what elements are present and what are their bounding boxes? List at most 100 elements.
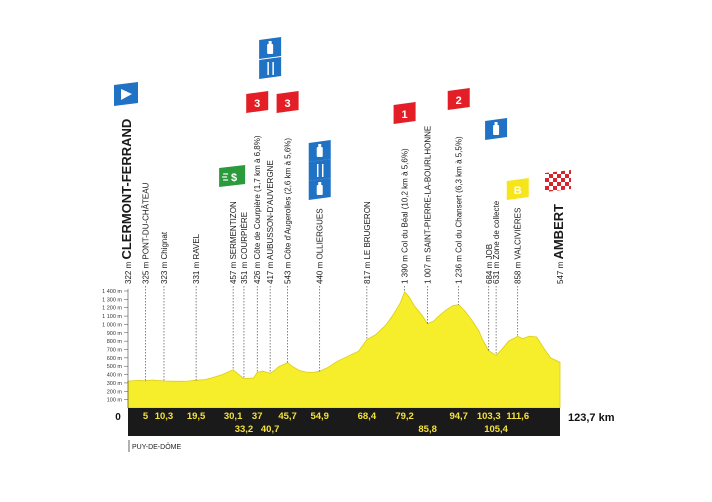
y-tick-label: 700 m — [107, 348, 123, 354]
ground-strip — [128, 408, 560, 436]
badge-text: 3 — [254, 98, 260, 110]
y-tick-label: 100 m — [107, 398, 123, 404]
point-label: 426 m Côte de Courpière (1,7 km à 6,8%) — [253, 135, 262, 284]
point-label: 417 m AUBUSSON-D'AUVERGNE — [266, 160, 275, 284]
climb-category-badge — [393, 102, 416, 124]
climb-category-badge — [276, 91, 299, 113]
bottle-body — [493, 125, 500, 135]
km-label: 103,3 — [477, 411, 501, 422]
point-label: 322 m CLERMONT-FERRAND — [119, 119, 134, 284]
point-altitude: 325 m — [141, 260, 150, 284]
point-name: JOB — [485, 244, 494, 260]
badge-text: B — [514, 185, 522, 197]
bottle-body — [316, 147, 323, 157]
point-name: RAVEL — [192, 233, 201, 259]
play-arrow-icon — [121, 89, 132, 100]
km-label: 33,2 — [235, 424, 254, 435]
badge-text: 2 — [456, 95, 462, 107]
km-label: 68,4 — [358, 411, 377, 422]
y-tick-label: 400 m — [107, 373, 123, 379]
badge-text: 3 — [285, 98, 291, 110]
y-tick-label: 1 100 m — [102, 314, 122, 320]
point-label: 331 m RAVEL — [192, 233, 201, 284]
point-label: 1 236 m Col du Chansert (6,3 km à 5,5%) — [455, 136, 464, 284]
y-tick-label: 300 m — [107, 381, 123, 387]
point-label: 323 m Chignat — [160, 231, 169, 284]
point-label: 858 m VALCIVIÈRES — [514, 208, 523, 284]
km-label: 40,7 — [261, 424, 280, 435]
point-altitude: 457 m — [229, 260, 238, 284]
point-name: Col du Chansert (6,3 km à 5,5%) — [455, 136, 464, 253]
y-tick-label: 600 m — [107, 356, 123, 362]
y-tick-label: 1 000 m — [102, 322, 122, 328]
point-altitude: 417 m — [266, 260, 275, 284]
km-label: 94,7 — [449, 411, 468, 422]
point-altitude: 426 m — [253, 260, 262, 284]
point-name: Zone de collecte — [492, 200, 501, 259]
point-name: CLERMONT-FERRAND — [119, 119, 134, 260]
point-label: 1 390 m Col du Béal (10,2 km à 5,6%) — [401, 148, 410, 284]
y-tick-label: 800 m — [107, 339, 123, 345]
point-label: 325 m PONT-DU-CHÂTEAU — [141, 182, 150, 284]
point-altitude: 543 m — [284, 260, 293, 284]
bottle-cap — [318, 144, 322, 147]
point-altitude: 323 m — [160, 260, 169, 284]
y-tick-label: 900 m — [107, 331, 123, 337]
bottle-cap — [494, 122, 498, 125]
point-altitude: 817 m — [363, 260, 372, 284]
badge-text: $ — [231, 172, 237, 184]
y-tick-label: 1 300 m — [102, 297, 122, 303]
climb-category-badge — [246, 91, 269, 113]
point-name: SAINT-PIERRE-LA-BOURLHONNE — [424, 126, 433, 253]
point-name: Col du Béal (10,2 km à 5,6%) — [401, 148, 410, 253]
km-label: 5 — [143, 411, 149, 422]
point-altitude: 547 m — [556, 260, 565, 284]
point-altitude: 631 m — [492, 260, 501, 284]
point-name: COURPIÈRE — [240, 212, 249, 260]
km-label: 30,1 — [224, 411, 243, 422]
y-tick-label: 1 400 m — [102, 289, 122, 295]
km-label: 111,6 — [506, 411, 529, 422]
point-altitude: 858 m — [514, 260, 523, 284]
point-altitude: 684 m — [485, 260, 494, 284]
finish-flag-icon — [545, 170, 571, 192]
total-distance-label: 123,7 km — [568, 412, 615, 424]
point-altitude: 331 m — [192, 260, 201, 284]
y-tick-label: 1 200 m — [102, 306, 122, 312]
point-name: LE BRUGERON — [363, 201, 372, 259]
feed-zone-icon — [259, 57, 282, 79]
km-label: 45,7 — [278, 411, 297, 422]
badge-text: 1 — [402, 109, 408, 121]
km-label: 19,5 — [187, 411, 206, 422]
sprint-badge — [219, 165, 246, 187]
bottle-body — [316, 185, 323, 195]
point-label: 543 m Côte d'Augerolles (2,6 km à 5,6%) — [284, 138, 293, 284]
point-name: SERMENTIZON — [229, 201, 238, 259]
bottle-cap — [318, 182, 322, 185]
km-label: 54,9 — [310, 411, 329, 422]
point-name: AMBERT — [551, 204, 566, 260]
point-label: 547 m AMBERT — [551, 204, 566, 284]
km-label: 10,3 — [155, 411, 174, 422]
climb-category-badge — [447, 88, 470, 110]
point-name: PONT-DU-CHÂTEAU — [141, 182, 150, 259]
km-label: 79,2 — [395, 411, 414, 422]
point-name: Chignat — [160, 231, 169, 259]
feed-zone-icon — [308, 159, 331, 181]
y-tick-label: 200 m — [107, 389, 123, 395]
point-label: 631 m Zone de collecte — [492, 200, 501, 284]
point-name: OLLIERGUES — [316, 208, 325, 259]
bottle-body — [267, 44, 274, 54]
y-tick-label: 500 m — [107, 364, 123, 370]
point-name: Côte de Courpière (1,7 km à 6,8%) — [253, 135, 262, 259]
point-label: 440 m OLLIERGUES — [316, 208, 325, 284]
km-label: 105,4 — [484, 424, 508, 435]
point-altitude: 1 390 m — [401, 253, 410, 284]
point-altitude: 440 m — [316, 260, 325, 284]
region-label: PUY-DE-DÔME — [132, 442, 181, 451]
point-label: 457 m SERMENTIZON — [229, 201, 238, 284]
point-altitude: 351 m — [240, 260, 249, 284]
bottle-cap — [268, 41, 272, 44]
